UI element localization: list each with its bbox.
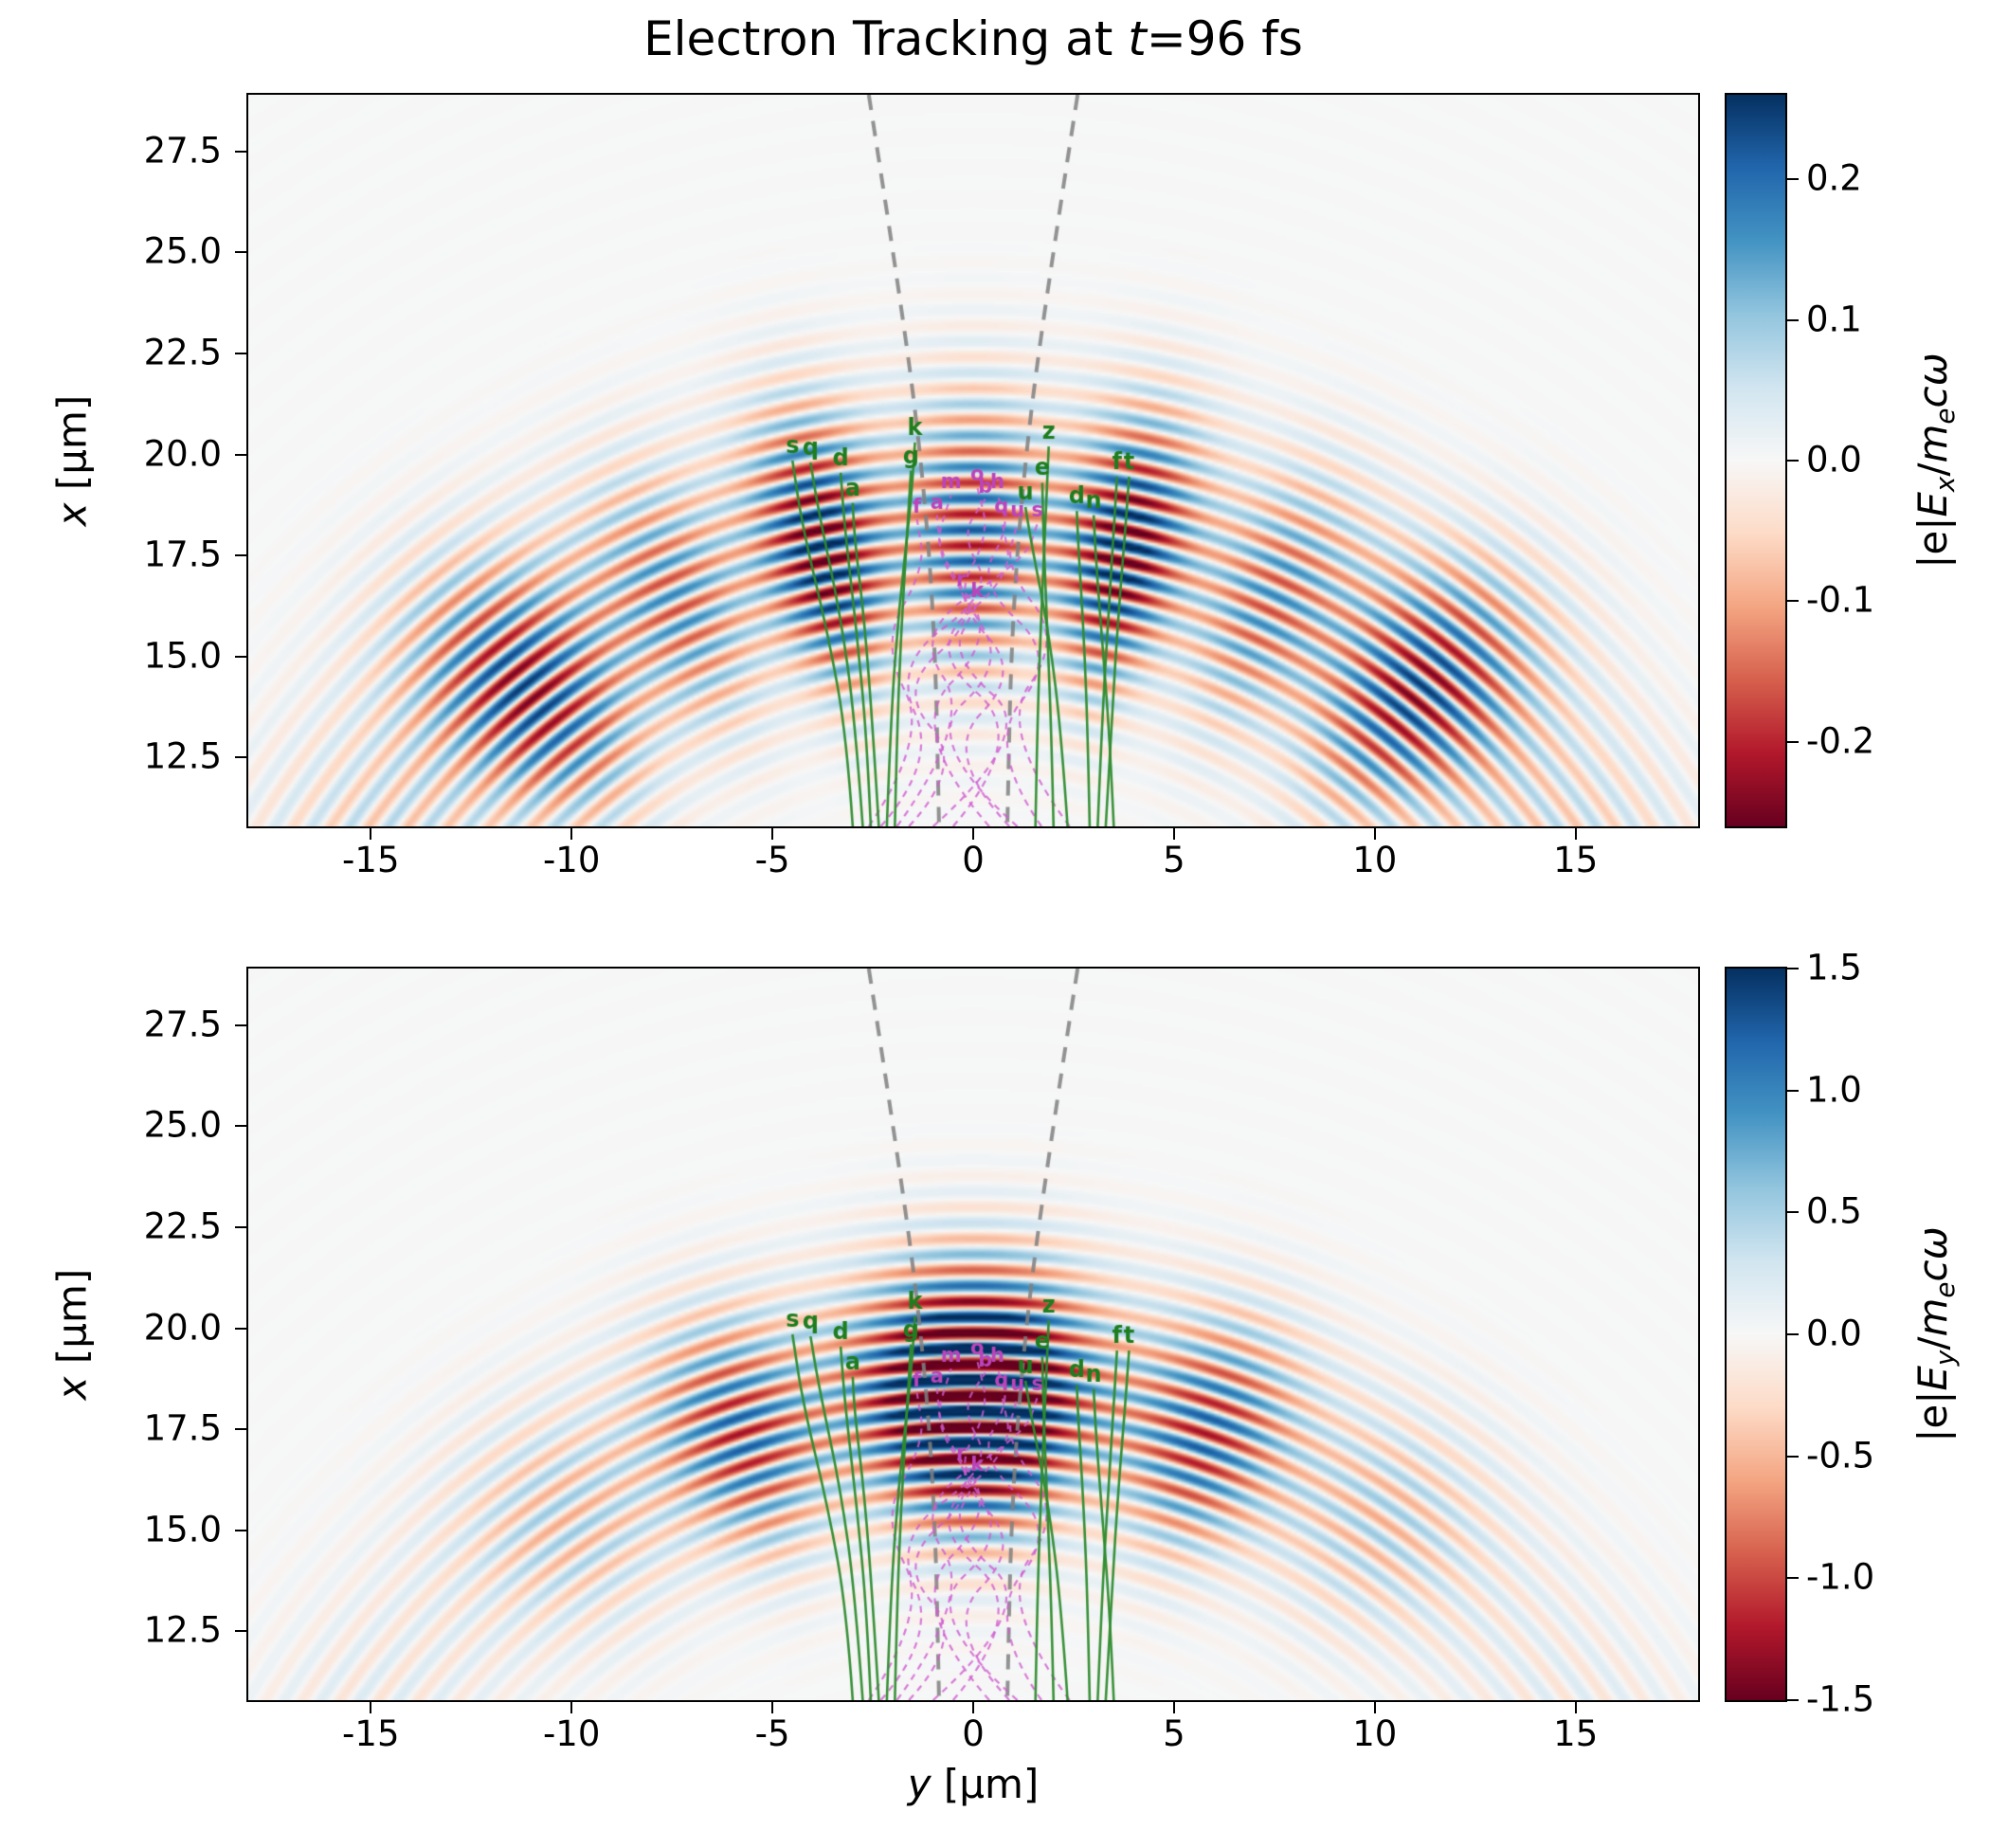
y-tick-mark: [235, 251, 246, 254]
x-tick-mark: [771, 1702, 774, 1713]
x-axis-label: y [μm]: [907, 1761, 1040, 1807]
x-tick-label: 5: [1163, 840, 1185, 880]
x-tick-mark: [972, 828, 974, 840]
colorbar-tick-mark: [1787, 740, 1799, 743]
colorbar-tick-mark: [1787, 1211, 1799, 1214]
x-tick-mark: [570, 1702, 573, 1713]
colorbar-label-ey: |e|Ey/mecω: [1909, 1226, 1961, 1442]
x-tick-mark: [972, 1702, 974, 1713]
y-tick-label: 27.5: [143, 130, 222, 172]
colorbar-tick-mark: [1787, 318, 1799, 321]
colorbar-tick-label: -1.0: [1806, 1556, 1875, 1598]
x-tick-label: -15: [342, 840, 400, 880]
colorbar-tick-mark: [1787, 178, 1799, 181]
axes-ey: [246, 967, 1700, 1702]
x-tick-label: 10: [1352, 1713, 1398, 1754]
y-tick-label: 20.0: [143, 433, 222, 475]
x-tick-mark: [1172, 828, 1175, 840]
y-tick-mark: [235, 1024, 246, 1026]
y-tick-mark: [235, 1125, 246, 1128]
colorbar-tick-mark: [1787, 1699, 1799, 1701]
y-tick-label: 25.0: [143, 1104, 222, 1146]
x-tick-mark: [570, 828, 573, 840]
y-tick-label: 25.0: [143, 230, 222, 272]
x-tick-mark: [1574, 1702, 1577, 1713]
y-tick-mark: [235, 655, 246, 658]
x-tick-mark: [1574, 828, 1577, 840]
y-tick-label: 15.0: [143, 1509, 222, 1550]
y-tick-label: 17.5: [143, 1407, 222, 1449]
colorbar-tick-mark: [1787, 1333, 1799, 1335]
y-axis-label-top: x [μm]: [48, 394, 96, 527]
y-tick-mark: [235, 1327, 246, 1330]
colorbar-tick-label: 0.0: [1806, 1313, 1862, 1354]
y-tick-mark: [235, 352, 246, 354]
x-tick-mark: [1373, 828, 1376, 840]
colorbar-tick-label: 0.0: [1806, 439, 1862, 480]
x-tick-label: -5: [754, 1713, 790, 1754]
x-tick-label: -10: [542, 840, 601, 880]
y-tick-label: 20.0: [143, 1307, 222, 1349]
y-tick-label: 12.5: [143, 1610, 222, 1652]
x-tick-label: 0: [962, 1713, 985, 1754]
x-tick-label: 10: [1352, 840, 1398, 880]
figure-title: Electron Tracking at t=96 fs: [643, 11, 1303, 66]
y-tick-mark: [235, 150, 246, 153]
x-tick-label: -5: [754, 840, 790, 880]
colorbar-tick-label: -0.5: [1806, 1435, 1875, 1477]
colorbar-tick-label: 1.0: [1806, 1069, 1862, 1111]
colorbar-tick-mark: [1787, 600, 1799, 603]
colorbar-tick-mark: [1787, 1577, 1799, 1580]
colorbar-tick-label: 0.2: [1806, 157, 1862, 199]
y-tick-mark: [235, 453, 246, 456]
y-tick-mark: [235, 554, 246, 557]
x-tick-label: 15: [1553, 840, 1599, 880]
colorbar-tick-mark: [1787, 460, 1799, 462]
heatmap-ey: [248, 969, 1698, 1700]
y-tick-label: 27.5: [143, 1004, 222, 1045]
x-tick-mark: [370, 828, 372, 840]
colorbar-ey: [1725, 967, 1787, 1702]
y-axis-label-bottom: x [μm]: [48, 1268, 96, 1401]
colorbar-ex: [1725, 93, 1787, 828]
colorbar-label-ex: |e|Ex/mecω: [1909, 353, 1961, 569]
x-tick-label: 0: [962, 840, 985, 880]
x-tick-label: 5: [1163, 1713, 1185, 1754]
colorbar-tick-mark: [1787, 968, 1799, 969]
y-tick-mark: [235, 1225, 246, 1228]
x-tick-label: -10: [542, 1713, 601, 1754]
y-tick-label: 17.5: [143, 534, 222, 575]
axes-ex: [246, 93, 1700, 828]
x-tick-mark: [1172, 1702, 1175, 1713]
colorbar-tick-label: 0.1: [1806, 299, 1862, 340]
y-tick-label: 15.0: [143, 635, 222, 677]
colorbar-tick-label: -1.5: [1806, 1678, 1875, 1720]
y-tick-mark: [235, 1428, 246, 1431]
x-tick-label: -15: [342, 1713, 400, 1754]
y-tick-label: 12.5: [143, 736, 222, 778]
colorbar-tick-mark: [1787, 1455, 1799, 1458]
colorbar-tick-label: -0.1: [1806, 580, 1875, 622]
x-tick-label: 15: [1553, 1713, 1599, 1754]
y-tick-mark: [235, 756, 246, 759]
y-tick-label: 22.5: [143, 1205, 222, 1247]
heatmap-ex: [248, 95, 1698, 826]
colorbar-tick-label: 0.5: [1806, 1190, 1862, 1232]
y-tick-mark: [235, 1529, 246, 1531]
x-tick-mark: [771, 828, 774, 840]
y-tick-label: 22.5: [143, 332, 222, 373]
colorbar-tick-label: 1.5: [1806, 947, 1862, 988]
y-tick-mark: [235, 1630, 246, 1633]
x-tick-mark: [1373, 1702, 1376, 1713]
colorbar-tick-mark: [1787, 1089, 1799, 1092]
colorbar-tick-label: -0.2: [1806, 720, 1875, 762]
x-tick-mark: [370, 1702, 372, 1713]
